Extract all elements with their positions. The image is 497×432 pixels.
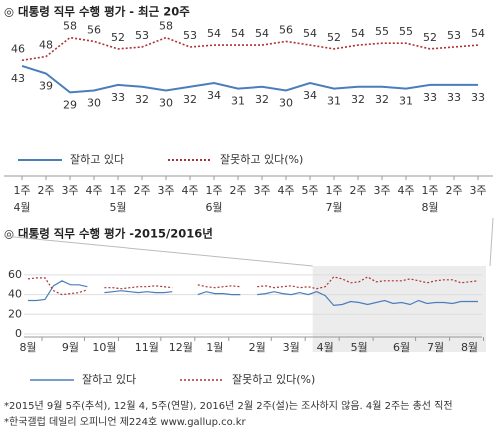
x-tick-label: 3월 — [283, 341, 300, 354]
x-tick-label: 1주 — [205, 184, 222, 197]
data-label: 46 — [11, 42, 25, 55]
x-tick-label: 9월 — [62, 341, 79, 354]
data-label: 32 — [351, 93, 365, 106]
x-tick-label: 1주 — [421, 184, 438, 197]
y-tick-label: 60 — [8, 268, 22, 281]
x-tick-label: 4주 — [181, 184, 198, 197]
x-tick-label: 8월 — [19, 341, 36, 354]
x-tick-label: 2주 — [133, 184, 150, 197]
x-tick-label: 3주 — [157, 184, 174, 197]
data-label: 55 — [375, 25, 389, 38]
data-label: 32 — [255, 93, 269, 106]
x-tick-label: 4주 — [277, 184, 294, 197]
month-label: 4월 — [13, 201, 30, 214]
x-tick-label: 10월 — [92, 341, 116, 354]
x-tick-label: 2주 — [349, 184, 366, 197]
month-label: 8월 — [421, 201, 438, 214]
x-tick-label: 1주 — [13, 184, 30, 197]
chart-title: ◎ 대통령 직무 수행 평가 - 최근 20주 — [4, 5, 190, 19]
data-label: 54 — [255, 27, 269, 40]
legend-label: 잘못하고 있다(%) — [232, 372, 315, 386]
data-label: 52 — [327, 31, 341, 44]
data-label: 52 — [111, 31, 125, 44]
data-label: 30 — [87, 97, 101, 110]
series-line — [21, 36, 479, 62]
data-label: 54 — [207, 27, 221, 40]
x-tick-label: 3주 — [469, 184, 486, 197]
series-line — [21, 64, 478, 94]
data-label: 53 — [135, 29, 149, 42]
month-label: 5월 — [109, 201, 126, 214]
y-tick-label: 0 — [15, 327, 22, 340]
data-label: 56 — [279, 23, 293, 36]
month-label: 7월 — [325, 201, 342, 214]
data-label: 33 — [111, 91, 125, 104]
connector — [489, 217, 494, 267]
x-tick-label: 6월 — [393, 341, 410, 354]
x-tick-label: 3주 — [253, 184, 270, 197]
series-line — [27, 276, 479, 296]
x-tick-label: 2주 — [37, 184, 54, 197]
x-tick-label: 4주 — [85, 184, 102, 197]
x-tick-label: 5월 — [351, 341, 368, 354]
data-label: 58 — [63, 20, 77, 33]
x-tick-label: 2주 — [229, 184, 246, 197]
x-tick-label: 12월 — [169, 341, 193, 354]
data-label: 31 — [399, 95, 413, 108]
x-tick-label: 7월 — [427, 341, 444, 354]
data-label: 34 — [207, 89, 221, 102]
x-tick-label: 1주 — [325, 184, 342, 197]
data-label: 54 — [303, 27, 317, 40]
x-tick-label: 3주 — [373, 184, 390, 197]
x-tick-label: 5주 — [301, 184, 318, 197]
x-tick-label: 4주 — [397, 184, 414, 197]
data-label: 31 — [327, 95, 341, 108]
data-label: 43 — [11, 72, 25, 85]
legend-label: 잘하고 있다 — [70, 152, 124, 166]
highlight-region — [312, 266, 486, 352]
x-tick-label: 2주 — [445, 184, 462, 197]
data-label: 33 — [423, 91, 437, 104]
data-label: 30 — [279, 97, 293, 110]
data-label: 34 — [303, 89, 317, 102]
y-tick-label: 40 — [8, 288, 22, 301]
data-label: 54 — [351, 27, 365, 40]
data-label: 52 — [423, 31, 437, 44]
y-tick-label: 20 — [8, 307, 22, 320]
data-label: 31 — [231, 95, 245, 108]
legend-label: 잘못하고 있다(%) — [220, 152, 303, 166]
legend-label: 잘하고 있다 — [82, 372, 136, 386]
data-label: 32 — [183, 93, 197, 106]
data-label: 30 — [159, 97, 173, 110]
chart-title: ◎ 대통령 직무 수행 평가 -2015/2016년 — [4, 227, 213, 241]
data-label: 48 — [39, 38, 53, 51]
data-label: 39 — [39, 80, 53, 93]
data-label: 32 — [135, 93, 149, 106]
connector — [3, 235, 313, 267]
data-label: 54 — [231, 27, 245, 40]
x-tick-label: 1주 — [109, 184, 126, 197]
footnote: *2015년 9월 5주(추석), 12월 4, 5주(연말), 2016년 2… — [4, 399, 453, 412]
x-tick-label: 1월 — [206, 341, 223, 354]
x-tick-label: 2월 — [249, 341, 266, 354]
data-label: 29 — [63, 98, 77, 111]
month-label: 6월 — [205, 201, 222, 214]
x-tick-label: 11월 — [135, 341, 159, 354]
data-label: 53 — [183, 29, 197, 42]
data-label: 32 — [375, 93, 389, 106]
series-line — [28, 280, 478, 307]
data-label: 53 — [447, 29, 461, 42]
x-tick-label: 8월 — [461, 341, 478, 354]
data-label: 56 — [87, 23, 101, 36]
data-label: 33 — [447, 91, 461, 104]
x-tick-label: 3주 — [61, 184, 78, 197]
data-label: 55 — [399, 25, 413, 38]
data-label: 33 — [471, 91, 485, 104]
data-label: 54 — [471, 27, 485, 40]
x-tick-label: 4월 — [317, 341, 334, 354]
footnote: *한국갤럽 데일리 오피니언 제224호 www.gallup.co.kr — [4, 416, 247, 428]
data-label: 58 — [159, 20, 173, 33]
